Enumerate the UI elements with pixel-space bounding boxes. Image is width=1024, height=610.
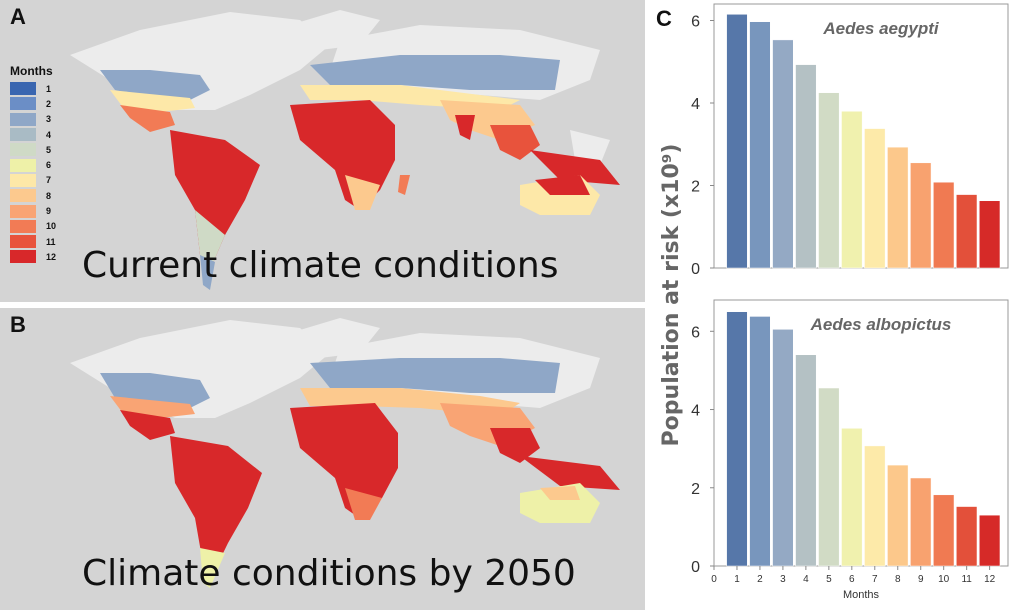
x-axis-label: Months — [843, 589, 880, 601]
y-tick-label: 0 — [691, 559, 700, 576]
x-tick-label: 5 — [826, 574, 832, 585]
legend-item: 9 — [10, 203, 74, 218]
legend-item: 4 — [10, 127, 74, 142]
legend-swatch — [10, 250, 36, 264]
x-tick-label: 8 — [895, 574, 901, 585]
bar — [887, 464, 909, 567]
legend-swatch — [10, 143, 36, 157]
legend-label: 9 — [46, 206, 52, 217]
x-tick-label: 11 — [961, 574, 972, 585]
legend-swatch — [10, 173, 36, 187]
legend-label: 2 — [46, 98, 52, 109]
legend-swatch — [10, 204, 36, 218]
map-panel-current: A Months 1 2 3 4 5 6 7 8 9 10 11 12 Current climate… — [0, 0, 645, 302]
legend-item: 10 — [10, 219, 74, 234]
x-tick-label: 9 — [918, 574, 924, 585]
caption-current: Current climate conditions — [82, 245, 559, 286]
y-tick-label: 6 — [691, 324, 700, 341]
bar — [726, 14, 748, 269]
x-tick-label: 0 — [711, 574, 717, 585]
chart-panel: C Population at risk (x10⁹) 0 2 4 6 Aedes aegy… — [648, 0, 1024, 610]
y-tick-label: 2 — [691, 179, 700, 196]
legend-label: 11 — [46, 236, 56, 247]
bar — [772, 329, 794, 567]
y-tick-label: 0 — [691, 261, 700, 278]
legend-swatch — [10, 97, 36, 111]
bar — [841, 111, 863, 269]
bar — [910, 477, 932, 567]
x-tick-label: 2 — [757, 574, 763, 585]
legend-label: 3 — [46, 114, 52, 125]
bar — [979, 514, 1001, 567]
y-tick-label: 6 — [691, 14, 700, 31]
bar — [749, 316, 771, 567]
x-tick-label: 3 — [780, 574, 786, 585]
y-tick-label: 4 — [691, 403, 700, 420]
bar — [933, 181, 955, 269]
bar — [795, 64, 817, 269]
bar — [818, 92, 840, 269]
legend-label: 12 — [46, 251, 57, 262]
bar — [956, 194, 978, 269]
legend-label: 8 — [46, 190, 52, 201]
legend-item: 2 — [10, 96, 74, 111]
bar — [726, 311, 748, 567]
bar — [887, 146, 909, 269]
bar — [933, 494, 955, 567]
legend-swatch — [10, 82, 36, 96]
legend-item: 11 — [10, 234, 74, 249]
legend-swatch — [10, 128, 36, 142]
legend-item: 8 — [10, 188, 74, 203]
bar — [818, 387, 840, 567]
bar — [979, 200, 1001, 269]
legend-swatch — [10, 189, 36, 203]
bar-charts: C Population at risk (x10⁹) 0 2 4 6 Aedes aegy… — [656, 3, 1009, 601]
legend-label: 10 — [46, 221, 57, 232]
x-tick-label: 6 — [849, 574, 855, 585]
legend-swatch — [10, 112, 36, 126]
legend-swatch — [10, 219, 36, 233]
legend-item: 5 — [10, 142, 74, 157]
x-tick-label: 10 — [938, 574, 950, 585]
bar — [795, 354, 817, 567]
bar — [910, 162, 932, 269]
legend-item: 6 — [10, 157, 74, 172]
world-map-current — [70, 10, 620, 290]
x-tick-label: 1 — [734, 574, 740, 585]
bar — [864, 128, 886, 269]
x-tick-label: 4 — [803, 574, 809, 585]
legend-item: 7 — [10, 173, 74, 188]
bar — [841, 428, 863, 567]
months-legend: Months 1 2 3 4 5 6 7 8 9 10 11 12 — [10, 64, 74, 265]
y-tick-label: 4 — [691, 96, 700, 113]
chart-title: Aedes albopictus — [810, 315, 952, 334]
y-axis-label: Population at risk (x10⁹) — [659, 144, 684, 447]
panel-letter-a: A — [10, 4, 26, 29]
panel-letter-c: C — [656, 6, 672, 31]
legend-item: 1 — [10, 81, 74, 96]
legend-item: 3 — [10, 112, 74, 127]
legend-swatch — [10, 235, 36, 249]
x-tick-label: 7 — [872, 574, 878, 585]
legend-label: 1 — [46, 83, 52, 94]
caption-2050: Climate conditions by 2050 — [82, 553, 576, 594]
bar — [749, 21, 771, 269]
world-map-2050 — [70, 318, 620, 588]
legend-label: 6 — [46, 160, 52, 171]
legend-swatch — [10, 158, 36, 172]
legend-label: 5 — [46, 144, 52, 155]
bar — [772, 39, 794, 269]
legend-item: 12 — [10, 249, 74, 264]
legend-label: 7 — [46, 175, 52, 186]
legend-label: 4 — [46, 129, 52, 140]
bar — [956, 506, 978, 567]
y-tick-label: 2 — [691, 481, 700, 498]
bar — [864, 445, 886, 567]
legend-title: Months — [10, 64, 53, 78]
map-panel-2050: B Climate conditions by 2050 — [0, 308, 645, 610]
x-tick-label: 12 — [984, 574, 996, 585]
panel-letter-b: B — [10, 312, 26, 337]
chart-title: Aedes aegypti — [822, 19, 940, 38]
